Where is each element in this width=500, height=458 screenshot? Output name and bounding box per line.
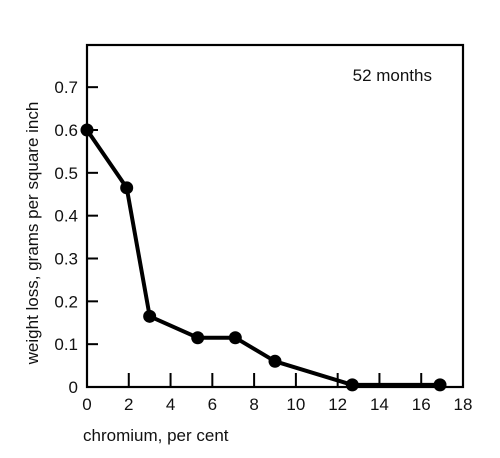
y-tick-label: 0.6	[54, 121, 78, 140]
data-point	[120, 181, 134, 195]
y-tick-labels: 0 0.1 0.2 0.3 0.4 0.5 0.6 0.7	[54, 78, 78, 397]
data-series	[80, 123, 447, 392]
y-tick-label: 0	[69, 378, 78, 397]
x-tick-labels: 0 2 4 6 8 10 12 14 16 18	[82, 395, 472, 414]
data-point	[191, 331, 205, 345]
x-tick-label: 0	[82, 395, 91, 414]
y-tick-label: 0.5	[54, 164, 78, 183]
y-tick-label: 0.2	[54, 292, 78, 311]
data-point	[143, 309, 157, 323]
data-point	[433, 378, 447, 392]
x-tick-label: 12	[328, 395, 347, 414]
y-tick-label: 0.7	[54, 78, 78, 97]
y-axis-label: weight loss, grams per square inch	[23, 102, 42, 366]
x-tick-label: 18	[454, 395, 473, 414]
plot-frame	[85, 43, 465, 389]
data-point	[80, 123, 94, 137]
x-tick-label: 6	[208, 395, 217, 414]
data-point	[345, 378, 359, 392]
y-tick-label: 0.1	[54, 335, 78, 354]
x-tick-label: 10	[286, 395, 305, 414]
data-point	[228, 331, 242, 345]
y-tick-label: 0.4	[54, 207, 78, 226]
y-tick-label: 0.3	[54, 250, 78, 269]
x-tick-label: 2	[124, 395, 133, 414]
plot-border	[85, 43, 465, 389]
x-tick-label: 8	[249, 395, 258, 414]
data-point	[268, 354, 282, 368]
x-axis-label: chromium, per cent	[83, 426, 229, 445]
chart-annotation: 52 months	[353, 66, 432, 85]
x-tick-label: 16	[412, 395, 431, 414]
x-tick-label: 4	[166, 395, 175, 414]
x-tick-label: 14	[370, 395, 389, 414]
series-line	[85, 128, 440, 387]
